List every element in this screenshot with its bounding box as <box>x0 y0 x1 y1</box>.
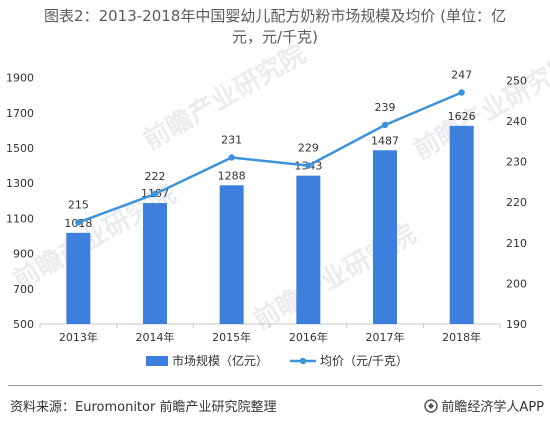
x-tick-label: 2017年 <box>366 330 405 344</box>
brand: 前瞻经济学人APP <box>424 396 544 415</box>
bar <box>449 125 474 324</box>
bar <box>219 185 244 324</box>
brand-logo-icon <box>424 398 439 413</box>
price-point <box>228 154 235 161</box>
y-left-tick-label: 900 <box>13 248 34 261</box>
y-right-tick-label: 220 <box>506 196 527 209</box>
y-right-tick-label: 230 <box>506 156 527 169</box>
price-value-label: 222 <box>145 170 166 183</box>
bar <box>143 203 167 324</box>
price-point <box>75 219 82 226</box>
y-left-tick-label: 700 <box>13 283 34 296</box>
price-point <box>381 121 389 129</box>
bar-value-label: 1626 <box>448 110 476 123</box>
legend-line-marker <box>299 357 307 365</box>
brand-name: 前瞻经济学人APP <box>441 400 544 415</box>
y-left-tick-label: 500 <box>13 318 34 331</box>
price-line <box>77 91 463 224</box>
legend-bar-swatch <box>146 356 168 366</box>
x-tick-label: 2016年 <box>289 330 328 344</box>
y-right-tick-label: 200 <box>506 277 527 290</box>
y-left-tick-label: 1300 <box>6 177 34 190</box>
y-right-tick-label: 210 <box>506 237 527 250</box>
chart-title: 图表2：2013-2018年中国婴幼儿配方奶粉市场规模及均价 (单位：亿 元，元… <box>0 6 550 48</box>
x-tick-label: 2013年 <box>59 330 98 344</box>
price-point <box>305 162 312 169</box>
y-left-tick-label: 1700 <box>6 107 34 120</box>
x-tick-label: 2014年 <box>136 330 175 344</box>
price-point <box>151 190 159 198</box>
y-right-tick-label: 240 <box>506 115 527 128</box>
bar-value-label: 1487 <box>371 134 399 147</box>
price-value-label: 215 <box>68 198 89 211</box>
legend-bar-label: 市场规模（亿元） <box>172 353 268 368</box>
x-tick-label: 2018年 <box>442 330 481 344</box>
y-right-tick-label: 250 <box>506 74 527 87</box>
y-left-tick-label: 1500 <box>6 142 34 155</box>
price-value-label: 239 <box>375 101 396 114</box>
y-left-tick-label: 1100 <box>6 212 34 225</box>
x-tick-label: 2015年 <box>212 330 251 344</box>
chart-title-line-1: 图表2：2013-2018年中国婴幼儿配方奶粉市场规模及均价 (单位：亿 <box>44 7 506 25</box>
price-value-label: 231 <box>221 133 242 146</box>
footer-divider <box>8 385 542 386</box>
y-left-tick-label: 1900 <box>6 72 34 85</box>
price-value-label: 247 <box>451 68 472 81</box>
bar-value-label: 1288 <box>218 169 246 182</box>
price-value-label: 229 <box>298 142 319 155</box>
bar <box>373 150 397 324</box>
legend-line-label: 均价（元/千克） <box>320 354 408 368</box>
bar <box>66 232 91 324</box>
chart-title-line-2: 元，元/千克) <box>232 28 318 46</box>
price-point <box>458 89 465 96</box>
bar <box>296 175 321 324</box>
y-right-tick-label: 190 <box>506 318 527 331</box>
source-note: 资料来源：Euromonitor 前瞻产业研究院整理 <box>10 400 277 415</box>
